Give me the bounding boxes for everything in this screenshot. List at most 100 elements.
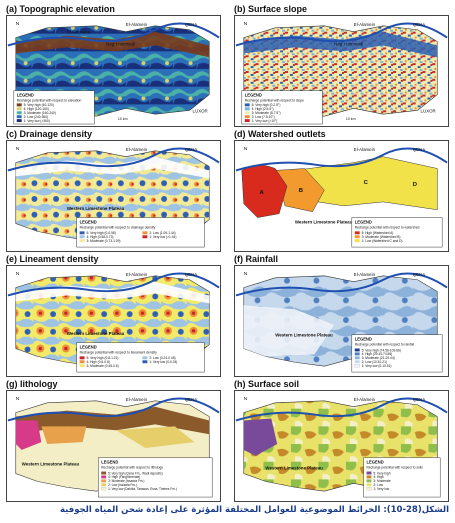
legend-item: 1: Very low (>1.44) xyxy=(149,235,176,239)
watershed-label-a: A xyxy=(259,190,264,196)
north-arrow: N xyxy=(16,21,20,27)
legend-item: 2: Low (10.51-21) xyxy=(362,360,387,364)
place-el-alamein: El-Alamein xyxy=(354,272,376,277)
place-el-alamein: El-Alamein xyxy=(126,22,148,27)
legend-swatch xyxy=(354,239,360,243)
legend-swatch xyxy=(79,239,85,243)
legend-swatch xyxy=(16,115,22,119)
watershed-b xyxy=(274,168,325,212)
legend-item: 2: Low (7.5-10°) xyxy=(252,115,275,119)
legend-item: 5: Very high (0-0.58) xyxy=(86,231,115,235)
legend-swatch xyxy=(366,475,372,479)
legend-swatch xyxy=(366,487,372,491)
legend-item: 4: High xyxy=(373,475,383,479)
north-arrow: N xyxy=(244,21,248,27)
place-el-alamein: El-Alamein xyxy=(126,147,148,152)
legend-item: 3: Moderate (0.45-0.6) xyxy=(86,364,118,368)
legend-title: LEGEND xyxy=(245,93,262,98)
place-el-alamein: El-Alamein xyxy=(126,397,148,402)
legend-swatch xyxy=(354,231,360,235)
legend-item: 2: Low (240-360) xyxy=(24,115,48,119)
panel-topographic-elevation: (a) Topographic elevation N El-Ghoraina … xyxy=(6,3,221,127)
legend-swatch xyxy=(16,107,22,111)
place-plateau: Western Limestone Plateau xyxy=(295,220,353,225)
legend: LEGEND Recharge potential with respect t… xyxy=(241,90,323,125)
legend: LEGEND Recharge potential with respect t… xyxy=(98,457,213,498)
legend-swatch xyxy=(366,471,372,475)
place-el-alamein: El-Alamein xyxy=(354,397,376,402)
panel-rainfall: (f) Rainfall N El-Alamein QENA Western L… xyxy=(234,253,449,377)
panel-drainage-density: (c) Drainage density N El-Alamein QENA W… xyxy=(6,128,221,252)
place-plateau: Western Limestone Plateau xyxy=(265,466,323,471)
legend-subtitle: Recharge potential with respect to drain… xyxy=(80,225,156,229)
legend-swatch xyxy=(354,235,360,239)
legend-item: 1: Very low (Dakhla, Tarawan, Esna, Theb… xyxy=(108,487,177,491)
watershed-label-b: B xyxy=(299,188,303,194)
legend-item: 4: High (2.5-5°) xyxy=(252,107,274,111)
legend: LEGEND Recharge potential with respect t… xyxy=(76,217,205,248)
legend-swatch xyxy=(354,348,360,352)
legend-subtitle: Recharge potential with respect to litho… xyxy=(101,466,163,470)
panel-lineament-density: (e) Lineament density N El-Alamein QENA … xyxy=(6,253,221,377)
legend-item: 5: Very high xyxy=(373,471,390,475)
legend-title: LEGEND xyxy=(80,345,97,350)
legend-item: 3: Moderate (160-240) xyxy=(24,111,56,115)
legend-item: 5: Very high (0.8-1.21) xyxy=(86,356,118,360)
panel-surface-soil: (h) Surface soil N El-Alamein QENA Weste… xyxy=(234,378,449,502)
legend: LEGEND Recharge potential with respect t… xyxy=(351,334,443,373)
place-plateau: Western Limestone Plateau xyxy=(22,462,80,467)
legend-title: LEGEND xyxy=(101,460,118,465)
legend-item: 5: Very high (0-2.5°) xyxy=(252,103,281,107)
scale-bar-label: 10 km xyxy=(118,117,128,121)
place-qena: QENA xyxy=(413,397,426,402)
legend-item: 3: Moderate xyxy=(373,479,390,483)
legend-item: 1: Low (Watershed C and D) xyxy=(362,239,403,243)
panel-title: (a) Topographic elevation xyxy=(6,4,115,14)
legend-swatch xyxy=(244,107,250,111)
panel-title: (e) Lineament density xyxy=(6,254,99,264)
legend: LEGEND Recharge potential with respect t… xyxy=(351,217,443,248)
legend-item: 4: High (29.44-74.56) xyxy=(362,352,393,356)
legend: LEGEND Recharge potential with respect t… xyxy=(363,457,441,498)
place-luxor: LUXOR xyxy=(193,108,208,113)
drainage-density-map: N El-Alamein QENA Western Limestone Plat… xyxy=(6,140,221,252)
legend-swatch xyxy=(366,483,372,487)
legend-subtitle: Recharge potential with respect to linea… xyxy=(80,350,157,354)
legend: LEGEND Recharge potential with respect t… xyxy=(13,90,95,125)
legend-subtitle: Recharge potential with respect to soils xyxy=(367,466,424,470)
place-plateau: Western Limestone Plateau xyxy=(275,333,333,338)
legend-swatch xyxy=(142,360,148,364)
lineament-density-map: N El-Alamein QENA Western Limestone Plat… xyxy=(6,265,221,377)
fanglomerate xyxy=(15,420,42,450)
legend-swatch xyxy=(79,356,85,360)
panel-title: (b) Surface slope xyxy=(234,4,308,14)
legend-item: 1: Very low (>10°) xyxy=(252,119,278,123)
legend-title: LEGEND xyxy=(355,220,372,225)
legend-swatch xyxy=(101,471,107,475)
legend-subtitle: Recharge potential with respect to rainf… xyxy=(355,343,415,347)
legend-item: 4: High (0.6-0.8) xyxy=(86,360,109,364)
legend-item: 1: Very low (0-10.51) xyxy=(362,364,392,368)
place-qena: QENA xyxy=(185,272,198,277)
legend-item: 1: Very low (>360) xyxy=(24,119,50,123)
legend-title: LEGEND xyxy=(80,220,97,225)
low-rainfall-zone xyxy=(243,305,335,357)
watershed-label-c: C xyxy=(364,180,369,186)
legend-item: 2: Low xyxy=(373,483,383,487)
panel-watershed-outlets: (d) Watershed outlets A B C D N El-Alame… xyxy=(234,128,449,252)
panel-title: (f) Rainfall xyxy=(234,254,278,264)
nile-river xyxy=(235,397,448,422)
figure-caption: الشكل(28-10): الخرائط الموضوعية للعوامل … xyxy=(60,505,449,515)
legend-swatch xyxy=(244,111,250,115)
legend-item: 3: Moderate (Watershed B) xyxy=(362,235,401,239)
legend-item: 2: Low (0.24-0.45) xyxy=(149,356,175,360)
legend-item: 4: High (120-160) xyxy=(24,107,49,111)
legend-swatch xyxy=(244,119,250,123)
north-arrow: N xyxy=(244,271,248,277)
nile-river xyxy=(235,272,448,297)
legend-item: 3: Moderate (0.73-1.09) xyxy=(86,239,120,243)
legend-title: LEGEND xyxy=(17,93,34,98)
lithology-map: N El-Alamein QENA Western Limestone Plat… xyxy=(6,390,221,502)
place-el-alamein: El-Alamein xyxy=(354,22,376,27)
nile-river xyxy=(7,272,220,297)
